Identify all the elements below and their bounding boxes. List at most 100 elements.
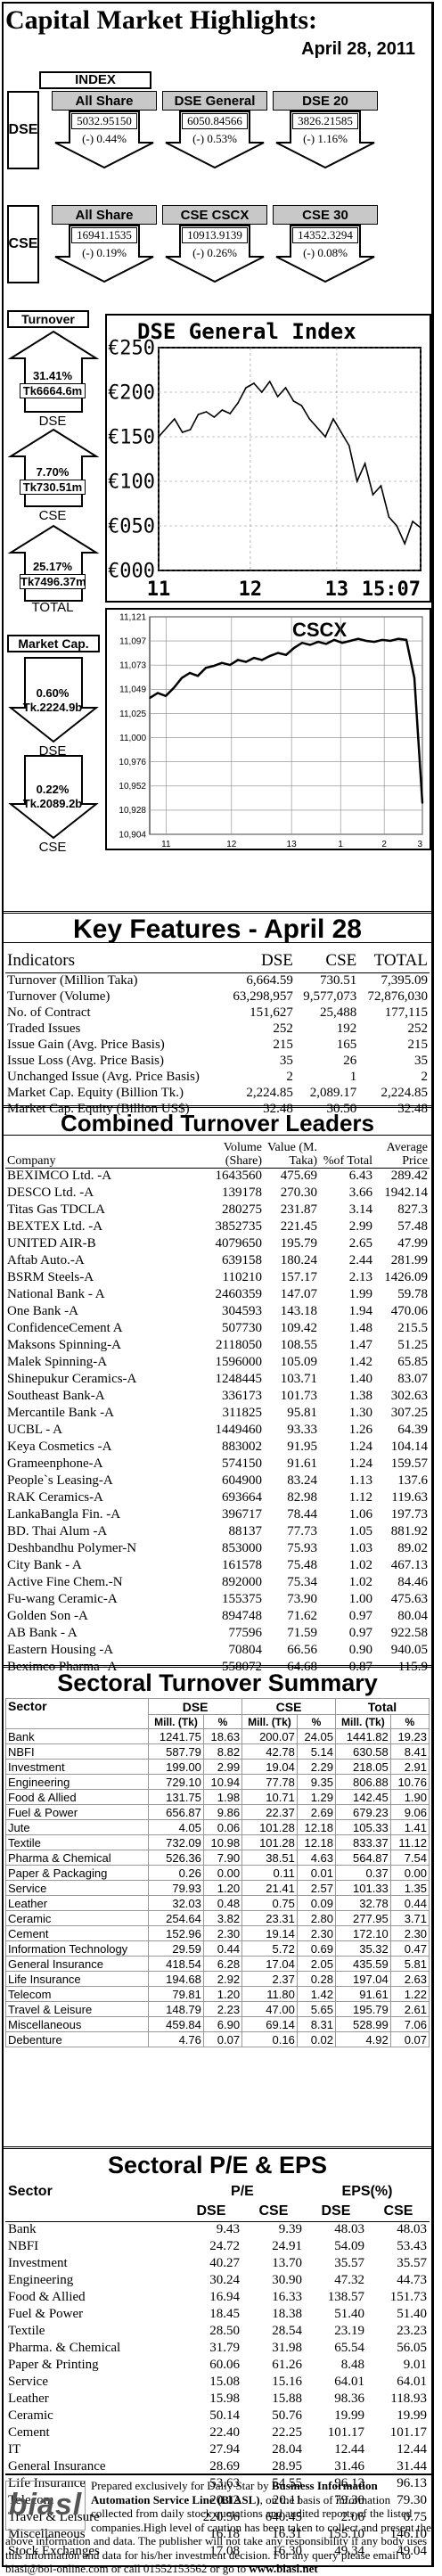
cell-value: 307.25: [390, 1406, 428, 1420]
data-point: [269, 655, 271, 657]
cell-value: 22.37: [241, 1804, 298, 1820]
cell-value: 639158: [222, 1253, 262, 1267]
data-point: [365, 640, 367, 642]
sector-pe-title: Sectoral P/E & EPS: [4, 2146, 431, 2178]
turnover-dse-caption: DSE: [38, 414, 67, 429]
sector-name: Ceramic: [8, 2408, 53, 2423]
cell-value: 0.69: [296, 1940, 337, 1957]
table-row: Eastern Housing -A 70804 66.56 0.90 940.05: [5, 1642, 430, 1659]
table-row: Turnover (Million Taka) 6,664.59 730.51 7,3…: [5, 972, 430, 989]
key-features-table: Indicators DSE CSE TOTAL Turnover (Million T…: [5, 949, 430, 1117]
data-point: [404, 543, 405, 545]
column-subheader: %: [202, 1714, 243, 1729]
data-point: [149, 697, 151, 699]
indicator-name: Turnover (Volume): [7, 989, 110, 1004]
cell-value: 75.93: [287, 1541, 317, 1555]
data-point: [308, 418, 311, 420]
cell-value: 24.05: [296, 1728, 337, 1744]
cell-value: 2.63: [389, 1971, 430, 1987]
data-point: [205, 667, 207, 669]
cell-value: 0.16: [241, 2031, 298, 2047]
cse-tile-value: 14352.3294: [292, 227, 358, 243]
cell-value: 48.03: [334, 2222, 364, 2237]
cell-value: 1.12: [348, 1490, 372, 1505]
table-row: IT 27.94 28.04 12.44 12.44: [5, 2441, 430, 2458]
cell-value: 8.41: [389, 1743, 430, 1760]
sector-name: Service: [8, 2375, 48, 2389]
table-row: Leather 15.98 15.88 98.36 118.93: [5, 2391, 430, 2408]
y-tick-label: 11,025: [119, 710, 146, 719]
sector-pe-table: Sector P/E EPS(%) DSE CSE DSE CSE Bank 9.43 9.39 4…: [5, 2182, 430, 2560]
cell-value: 155.10: [327, 2527, 364, 2541]
cell-value: 7,395.09: [381, 972, 429, 988]
table-row: Engineering 729.10 10.94 77.78 9.35 806.88 10.…: [4, 1774, 430, 1790]
sector-name: Cement: [8, 2425, 50, 2440]
table-row: Food & Allied 16.94 16.33 138.57 151.73: [5, 2289, 430, 2306]
table-row: BSRM Steels-A 110210 157.17 2.13 1426.09: [5, 1269, 430, 1286]
cell-value: 827.3: [397, 1202, 428, 1217]
y-tick-label: 10,952: [119, 782, 146, 792]
cell-value: 71.59: [287, 1626, 317, 1640]
data-point: [277, 652, 279, 654]
cell-value: 2.06: [340, 2510, 364, 2524]
down-arrow: 3826.21585 (-) 1.16%: [273, 111, 378, 169]
cse-tile-name: All Share: [52, 205, 157, 225]
cell-value: 16.30: [272, 2544, 302, 2558]
key-features-header: Indicators DSE CSE TOTAL: [5, 949, 430, 973]
cell-value: 32.78: [335, 1895, 391, 1911]
cell-value: 195.79: [280, 1236, 317, 1251]
cell-value: 172.10: [335, 1925, 391, 1941]
turnover-total-pct: 25.17%: [32, 560, 73, 573]
data-point: [229, 413, 231, 414]
cell-value: 16.31: [272, 2527, 302, 2541]
cell-value: 9.01: [403, 2358, 427, 2372]
table-row: Paper & Printing 60.06 61.26 8.48 9.01: [5, 2357, 430, 2374]
cell-value: 435.59: [335, 1956, 391, 1972]
cell-value: 1.24: [348, 1456, 372, 1471]
cell-value: 1.03: [348, 1541, 372, 1555]
data-point: [165, 695, 167, 697]
cell-value: 574150: [222, 1456, 262, 1471]
data-point: [397, 637, 399, 640]
cell-value: 2.13: [348, 1270, 372, 1284]
cell-value: 91.61: [287, 1456, 317, 1471]
table-row: Southeast Bank-A 336173 101.73 1.38 302.63: [5, 1388, 430, 1405]
cse-tile-value: 16941.1535: [71, 227, 137, 243]
cell-value: 28.69: [209, 2459, 240, 2473]
cell-value: 44.73: [397, 2273, 427, 2287]
cell-value: 729.10: [148, 1774, 204, 1790]
cell-value: 51.40: [397, 2307, 427, 2321]
table-row: Unchanged Issue (Avg. Price Basis) 2 1 2: [5, 1069, 430, 1085]
sector-pe-group-header: Sector P/E EPS(%): [5, 2182, 430, 2202]
cell-value: 83.24: [287, 1473, 317, 1488]
cell-value: 22.25: [272, 2425, 302, 2440]
cell-value: 0.47: [389, 1940, 430, 1957]
cell-value: 304593: [222, 1304, 262, 1318]
footer-site-link[interactable]: www.biasl.net: [249, 2562, 318, 2575]
cell-value: 311825: [222, 1406, 262, 1420]
data-point: [340, 431, 342, 433]
cell-value: 9.43: [216, 2222, 240, 2237]
cell-value: 281.99: [390, 1253, 428, 1267]
market-cap-cse-amount: Tk.2089.2b: [22, 797, 83, 810]
data-point: [189, 429, 192, 431]
column-header: DSE: [224, 949, 295, 973]
data-point: [284, 387, 287, 389]
cell-value: 65.54: [334, 2341, 364, 2355]
cell-value: 101.33: [335, 1880, 391, 1896]
table-row: Telecom 79.81 1.20 11.80 1.42 91.61 1.22: [4, 1986, 430, 2002]
column-header: EPS(%): [341, 2184, 393, 2199]
cell-value: 103.71: [280, 1372, 317, 1386]
table-row: Shinepukur Ceramics-A 1248445 103.71 1.40 83…: [5, 1371, 430, 1388]
sector-name: Pharma. & Chemical: [8, 2341, 121, 2355]
table-row: Ceramic 50.14 50.76 19.99 19.99: [5, 2408, 430, 2424]
cell-value: 2.99: [348, 1219, 372, 1234]
data-point: [422, 802, 423, 804]
cell-value: 0.01: [296, 1865, 337, 1881]
cell-value: 2460359: [215, 1287, 263, 1301]
column-header: Indicators: [5, 949, 225, 973]
sector-name: Investment: [8, 2256, 68, 2270]
column-subheader: Mill. (Tk): [241, 1714, 298, 1729]
data-point: [181, 431, 184, 433]
cscx-chart: CSCX 11,121 11,097 11,073 11,049 11,025 11,000…: [105, 608, 431, 850]
